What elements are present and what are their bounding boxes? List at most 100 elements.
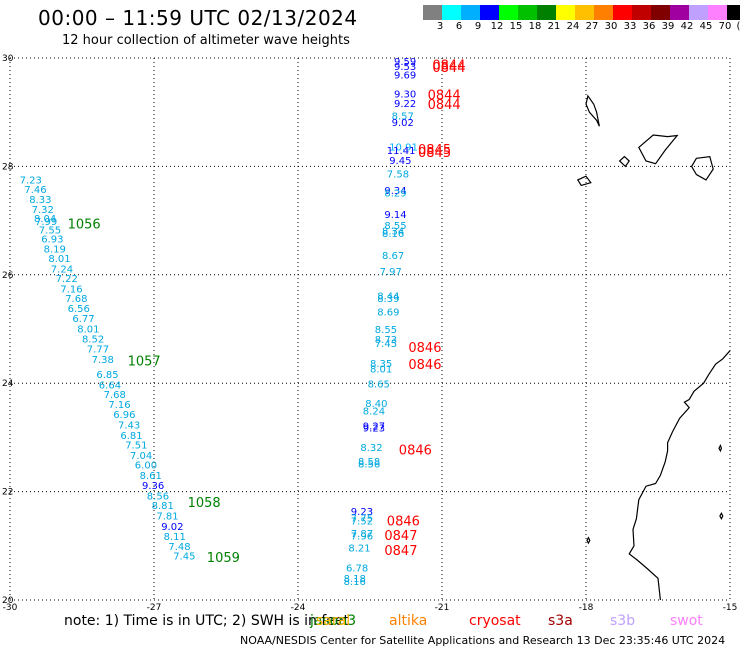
islet — [586, 536, 591, 545]
wave-height-label: 9.02 — [392, 118, 414, 129]
wave-height-label: 8.01 — [370, 365, 392, 376]
lat-tick-label: 20 — [2, 596, 14, 606]
wave-height-label: 9.23 — [363, 424, 385, 435]
scale-label: 18 — [528, 21, 542, 32]
wave-height-label: 7.38 — [92, 355, 114, 366]
wave-height-label: 8.32 — [360, 443, 382, 454]
wave-height-label: 7.97 — [380, 267, 402, 278]
scale-swatch — [708, 5, 727, 20]
wave-height-label: 8.55 — [384, 221, 406, 232]
wave-height-label: 6.93 — [41, 235, 63, 246]
wave-height-label: 6.64 — [99, 380, 121, 391]
wave-height-label: 9.27 — [363, 422, 385, 433]
wave-height-label: 9.53 — [394, 62, 416, 73]
lat-tick-label: 26 — [2, 271, 14, 281]
scale-label: 36 — [642, 21, 656, 32]
wave-height-label: 8.57 — [392, 112, 414, 123]
wave-height-label: 8.33 — [29, 195, 51, 206]
lon-tick-label: -27 — [147, 603, 162, 613]
wave-height-label: 7.16 — [60, 284, 82, 295]
canary-island — [690, 155, 714, 181]
wave-height-label: 8.81 — [152, 501, 174, 512]
wave-height-label: 7.96 — [351, 532, 373, 543]
scale-label: 24 — [566, 21, 580, 32]
wave-height-label: 8.16 — [382, 229, 404, 240]
wave-height-label: 7.81 — [156, 512, 178, 523]
wave-height-label: 8.39 — [377, 294, 399, 305]
wave-height-label: 9.22 — [394, 99, 416, 110]
lat-tick-label: 28 — [2, 162, 14, 172]
wave-height-label: 8.56 — [147, 491, 169, 502]
wave-height-label: 7.68 — [65, 294, 87, 305]
pass-time-label: 1056 — [68, 217, 101, 232]
wave-height-label: 7.23 — [20, 175, 42, 186]
pass-time-label: 0844 — [428, 98, 461, 113]
wave-height-label: 8.04 — [34, 214, 56, 225]
wave-height-label: 8.35 — [370, 359, 392, 370]
pass-time-label: 0846 — [387, 514, 420, 529]
pass-time-label: 0845 — [418, 143, 451, 158]
scale-label: 39 — [661, 21, 675, 32]
wave-height-label: 9.30 — [394, 89, 416, 100]
map-title: 00:00 – 11:59 UTC 02/13/2024 — [38, 6, 358, 30]
scale-label: 12 — [490, 21, 504, 32]
scale-label: 9 — [474, 21, 482, 32]
lat-tick-label: 24 — [2, 379, 14, 389]
wave-height-label: 6.85 — [96, 370, 118, 381]
wave-height-label: 9.14 — [384, 210, 406, 221]
scale-swatch — [461, 5, 480, 20]
wave-height-label: 6.78 — [346, 564, 368, 575]
wave-height-label: 7.22 — [56, 274, 78, 285]
pass-time-label: 0847 — [384, 529, 417, 544]
lon-tick-label: -30 — [3, 603, 18, 613]
wave-height-label: 9.23 — [351, 507, 373, 518]
scale-swatch — [518, 5, 537, 20]
canary-island — [638, 134, 679, 165]
wave-height-label: 8.01 — [48, 254, 70, 265]
scale-label: 33 — [623, 21, 637, 32]
scale-swatch — [727, 5, 740, 20]
wave-height-label: 7.52 — [351, 516, 373, 527]
pass-time-label: 0846 — [408, 341, 441, 356]
wave-height-label: 8.24 — [363, 406, 385, 417]
wave-height-label: 8.11 — [164, 532, 186, 543]
credits: NOAA/NESDIS Center for Satellite Applica… — [240, 634, 726, 647]
scale-swatch — [556, 5, 575, 20]
wave-height-label: 8.16 — [344, 577, 366, 588]
lon-tick-label: -24 — [291, 603, 306, 613]
lat-tick-label: 22 — [2, 488, 13, 498]
satellite-saral: saral — [316, 613, 351, 629]
map-subtitle: 12 hour collection of altimeter wave hei… — [62, 33, 350, 48]
scale-swatch — [423, 5, 442, 20]
wave-height-label: 8.18 — [344, 574, 366, 585]
wave-height-readings: 7.237.468.337.328.047.997.556.938.198.01… — [20, 57, 418, 588]
wave-height-label: 7.24 — [51, 264, 73, 275]
scale-swatch — [670, 5, 689, 20]
wave-height-label: 11.41 — [387, 146, 416, 157]
wave-height-label: 8.55 — [375, 325, 397, 336]
wave-height-label: 8.67 — [382, 251, 404, 262]
wave-height-label: 8.69 — [377, 308, 399, 319]
wave-height-label: 8.01 — [77, 325, 99, 336]
note-text: note: 1) Time is in UTC; 2) SWH is in fe… — [64, 613, 350, 629]
canary-island — [585, 94, 600, 127]
scale-label: 70 — [718, 21, 732, 32]
canary-island — [576, 175, 592, 187]
wave-height-label: 6.77 — [72, 314, 94, 325]
wave-height-label: 9.69 — [394, 70, 416, 81]
scale-swatch — [575, 5, 594, 20]
wave-height-label: 6.56 — [68, 304, 90, 315]
wave-height-label: 8.58 — [358, 457, 380, 468]
wave-height-label: 7.46 — [24, 185, 46, 196]
islet — [718, 444, 723, 453]
wave-height-label: 9.45 — [389, 156, 411, 167]
satellite-cryosat: cryosat — [469, 613, 521, 629]
wave-height-label: 6.96 — [113, 410, 135, 421]
wave-height-label: 7.43 — [118, 420, 140, 431]
lat-lon-grid — [9, 57, 731, 601]
pass-time-label: 1057 — [128, 354, 161, 369]
coastline — [576, 94, 731, 601]
wave-height-label: 9.36 — [142, 481, 164, 492]
pass-time-label: 0847 — [384, 544, 417, 559]
